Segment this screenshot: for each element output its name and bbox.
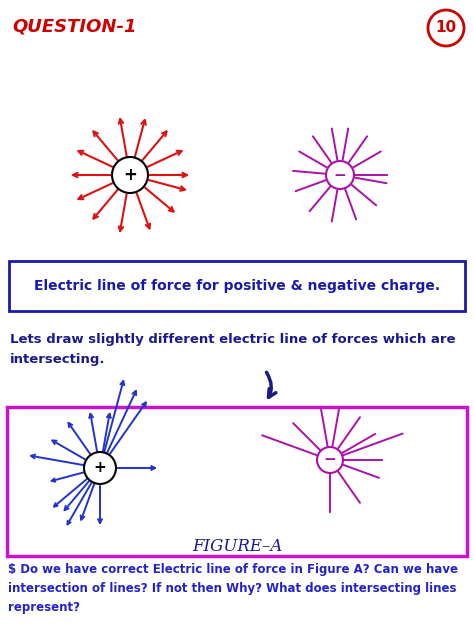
Text: Electric line of force for positive & negative charge.: Electric line of force for positive & ne… [34, 279, 440, 293]
Circle shape [84, 452, 116, 484]
Circle shape [112, 157, 148, 193]
Circle shape [326, 161, 354, 189]
Text: +: + [94, 460, 106, 476]
Circle shape [317, 447, 343, 473]
Text: QUESTION-1: QUESTION-1 [12, 18, 137, 36]
FancyBboxPatch shape [7, 407, 467, 556]
Text: intersecting.: intersecting. [10, 353, 106, 366]
Text: +: + [123, 166, 137, 184]
Text: FIGURE–A: FIGURE–A [192, 538, 282, 555]
Text: 10: 10 [436, 21, 456, 35]
FancyBboxPatch shape [9, 261, 465, 311]
Text: Lets draw slightly different electric line of forces which are: Lets draw slightly different electric li… [10, 333, 456, 346]
Text: −: − [334, 168, 346, 182]
Text: $ Do we have correct Electric line of force in Figure A? Can we have
intersectio: $ Do we have correct Electric line of fo… [8, 563, 458, 614]
Text: −: − [324, 453, 337, 467]
